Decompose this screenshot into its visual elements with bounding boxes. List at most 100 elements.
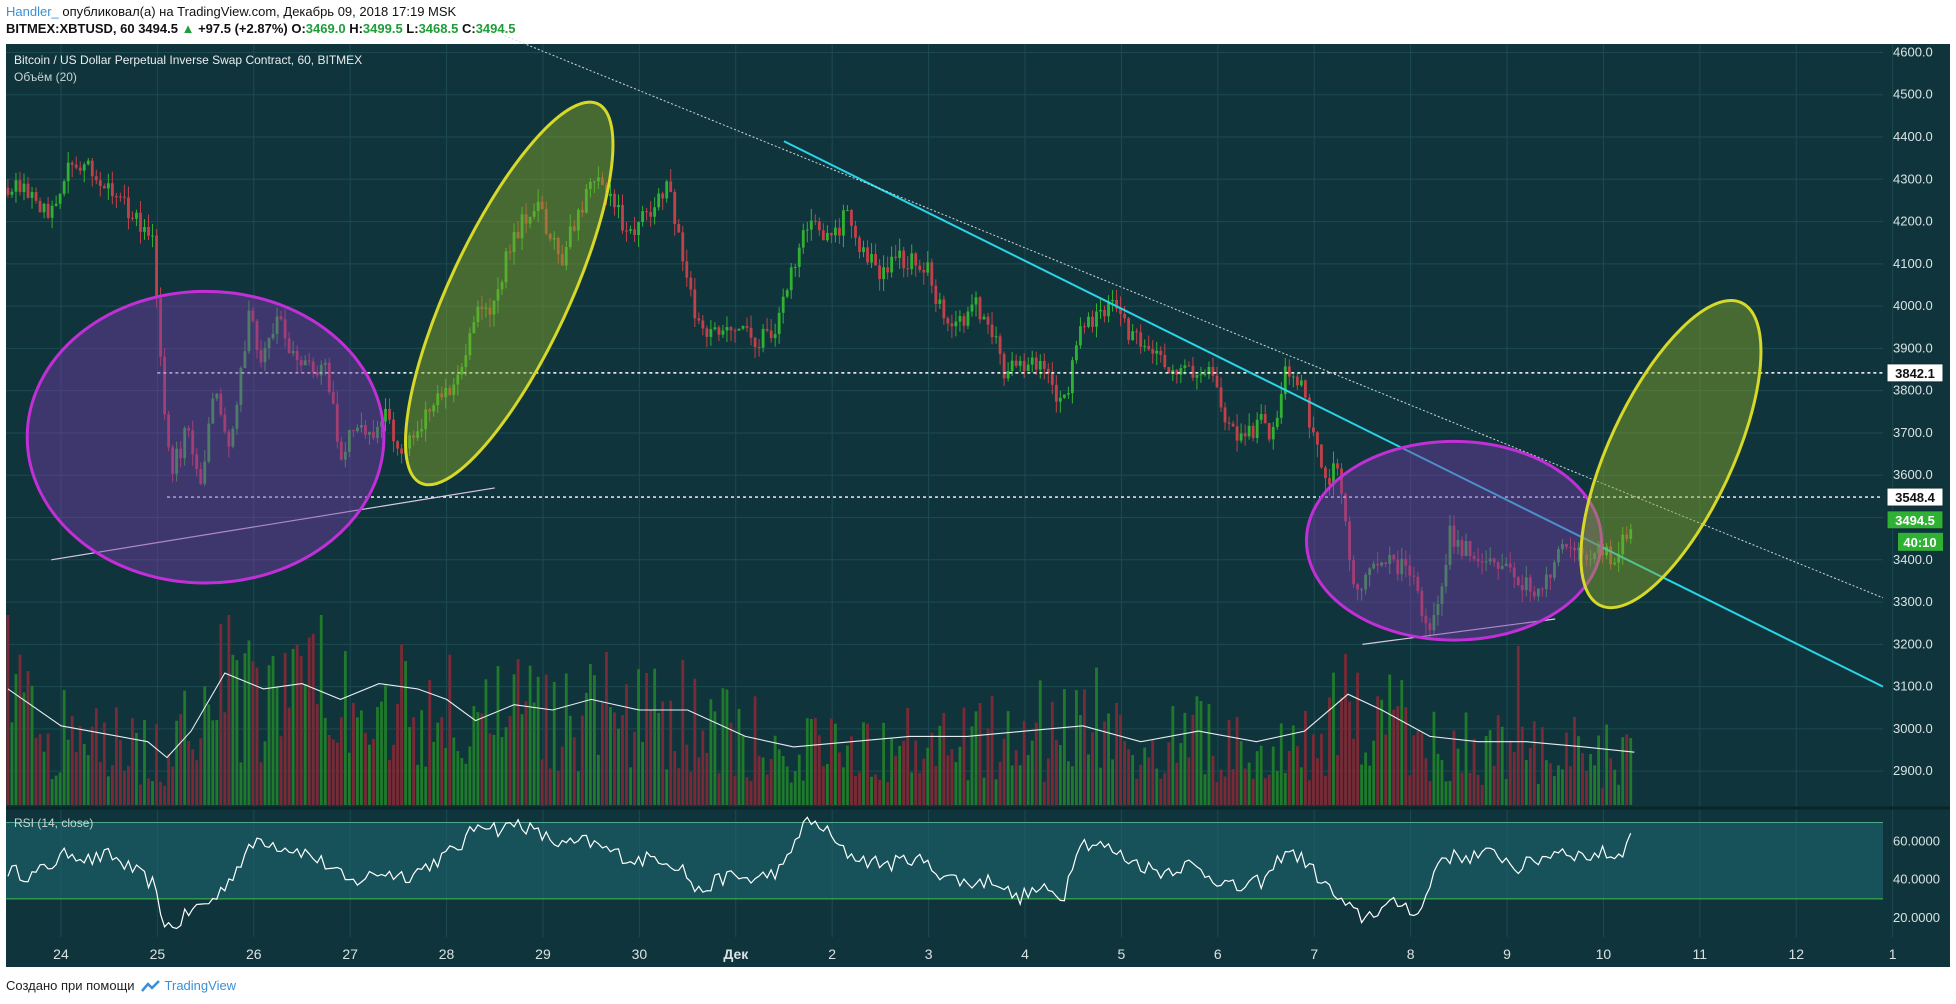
yellow-ellipse	[404, 100, 615, 487]
close-label: C:	[461, 21, 476, 36]
candle-body	[380, 421, 383, 427]
candle-body	[601, 177, 604, 185]
candle-body	[315, 372, 319, 376]
candle-body	[564, 246, 568, 266]
candle-body	[685, 261, 689, 278]
candle-body	[1585, 554, 1588, 561]
time-tick-label: 12	[1788, 946, 1804, 962]
volume-bar	[504, 727, 508, 805]
volume-bar	[339, 717, 343, 805]
volume-bar	[1460, 772, 1464, 805]
volume-bar	[1042, 781, 1046, 805]
open-label: O:	[291, 21, 306, 36]
footer: Создано при помощи TradingView	[6, 978, 236, 993]
candle-body	[568, 226, 572, 247]
yellow-ellipse	[1579, 299, 1763, 610]
volume-bar	[1187, 757, 1191, 805]
volume-bar	[171, 766, 175, 805]
candle-body	[1512, 567, 1516, 578]
volume-bar	[544, 674, 548, 805]
volume-bar	[364, 732, 367, 805]
candle-body	[127, 197, 130, 219]
volume-bar	[641, 741, 644, 805]
volume-bar	[432, 741, 436, 805]
price-tick-label: 3200.0	[1893, 636, 1933, 651]
volume-bar	[1075, 690, 1078, 805]
volume-bar	[147, 778, 150, 805]
candle-body	[118, 196, 122, 198]
candle-body	[307, 360, 311, 362]
price-tick-label: 3700.0	[1893, 425, 1933, 440]
candle-body	[1548, 574, 1552, 578]
candle-body	[1235, 426, 1239, 441]
volume-bar	[400, 644, 403, 805]
volume-bar	[66, 739, 70, 805]
volume-bar	[1175, 762, 1179, 805]
volume-bar	[842, 767, 845, 805]
volume-bar	[1324, 775, 1327, 805]
volume-bar	[428, 680, 432, 805]
footer-brand[interactable]: TradingView	[140, 978, 236, 993]
volume-bar	[143, 719, 146, 805]
candle-body	[10, 191, 14, 195]
volume-bar	[962, 707, 966, 805]
candle-body	[1416, 576, 1420, 591]
volume-bar	[978, 703, 982, 805]
candle-body	[1404, 558, 1408, 566]
volume-bar	[131, 718, 134, 805]
author-link[interactable]: Handler_	[6, 4, 59, 19]
volume-bar	[769, 758, 773, 805]
candle-body	[1131, 331, 1135, 341]
candle-body	[918, 265, 922, 271]
volume-bar	[665, 769, 669, 805]
candle-body	[1597, 543, 1601, 554]
volume-bar	[404, 661, 408, 805]
candle-body	[42, 203, 46, 213]
candle-body	[737, 328, 741, 331]
volume-bar	[58, 772, 62, 805]
candle-body	[364, 425, 367, 435]
volume-bar	[30, 685, 34, 805]
candle-body	[1034, 357, 1038, 370]
volume-bar	[1195, 696, 1199, 805]
trendline-cyan	[783, 140, 1884, 688]
volume-bar	[271, 655, 275, 805]
volume-bar	[829, 718, 833, 805]
candle-body	[102, 186, 106, 189]
volume-bar	[801, 780, 805, 805]
candle-body	[271, 333, 275, 339]
candle-body	[745, 326, 749, 328]
candle-body	[163, 356, 166, 415]
candle-body	[1010, 360, 1014, 372]
footer-text: Создано при помощи	[6, 978, 135, 993]
volume-bar	[1532, 721, 1536, 805]
candle-body	[552, 237, 556, 240]
candle-body	[1070, 360, 1074, 394]
candle-body	[1496, 562, 1500, 569]
time-tick-label: Дек	[723, 946, 749, 962]
volume-bar	[797, 754, 801, 805]
candle-body	[721, 330, 725, 335]
volume-bar	[793, 771, 797, 805]
volume-bar	[753, 696, 757, 805]
countdown-tag-bg	[1898, 532, 1943, 551]
support-trendline	[1362, 618, 1556, 645]
candle-body	[167, 414, 171, 448]
volume-bar	[283, 652, 287, 805]
candle-body	[408, 435, 412, 449]
volume-bar	[548, 768, 552, 805]
candle-body	[1372, 563, 1376, 569]
candle-body	[1532, 591, 1536, 597]
volume-bar	[914, 740, 918, 805]
candle-body	[30, 192, 34, 198]
volume-bar	[484, 679, 488, 805]
volume-bar	[351, 702, 355, 805]
candle-body	[906, 268, 910, 270]
volume-bar	[1456, 748, 1460, 805]
candle-body	[1042, 360, 1046, 369]
candle-body	[388, 408, 391, 420]
volume-bar	[1625, 734, 1629, 805]
volume-bar	[717, 773, 721, 805]
time-tick-label: 2	[828, 946, 836, 962]
